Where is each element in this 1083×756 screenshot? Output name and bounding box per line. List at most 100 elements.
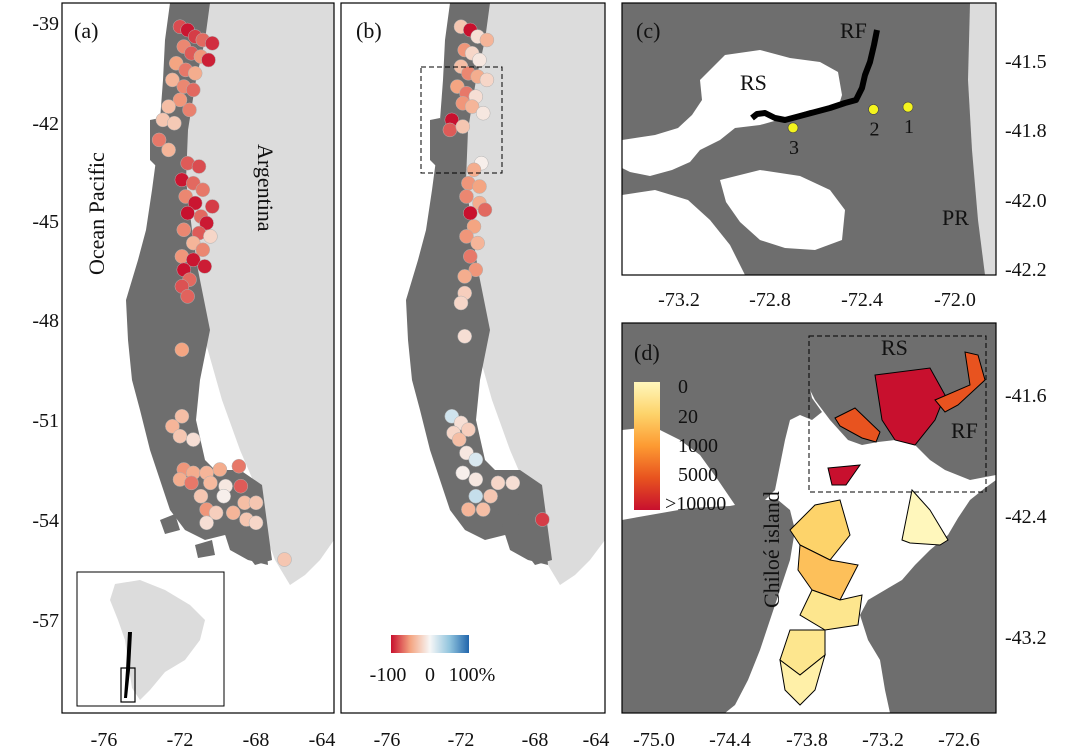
x-tick-d: -72.6 bbox=[938, 729, 980, 751]
station-marker-2 bbox=[868, 104, 879, 115]
b-site-marker bbox=[463, 205, 478, 221]
site-markers-a bbox=[151, 19, 292, 567]
chile-mainland-b bbox=[406, 3, 552, 565]
a-site-marker bbox=[212, 462, 228, 477]
mainland-west-d bbox=[622, 323, 822, 510]
axis-ticks-a: -39 -42 -45 -48 -51 -54 -57 -76 -72 -68 … bbox=[32, 13, 335, 751]
western-sea-c bbox=[622, 190, 745, 275]
panel-c: 1 2 3 (c) RF RS PR -41.5 -41.8 -42.0 -42.2… bbox=[621, 2, 1047, 311]
b-site-marker bbox=[468, 472, 484, 487]
b-site-marker bbox=[442, 122, 458, 138]
x-tick-b: -76 bbox=[374, 729, 401, 751]
x-tick-a: -76 bbox=[91, 729, 118, 751]
a-site-marker bbox=[233, 478, 249, 494]
x-tick-b: -68 bbox=[522, 729, 549, 751]
b-site-marker bbox=[468, 488, 484, 504]
panel-b: (b) -100 0 100% -76 -72 -68 -64 bbox=[340, 2, 610, 751]
argentina-land-b bbox=[450, 3, 605, 585]
a-site-marker bbox=[225, 505, 241, 521]
a-site-marker bbox=[191, 159, 207, 174]
b-site-marker bbox=[457, 329, 472, 344]
a-site-marker bbox=[186, 432, 201, 447]
b-site-marker bbox=[490, 475, 506, 491]
frame-c bbox=[621, 2, 997, 276]
chiloe-island-b bbox=[430, 118, 443, 168]
b-site-marker bbox=[453, 295, 469, 311]
a-site-marker bbox=[277, 552, 292, 567]
a-site-marker bbox=[180, 289, 195, 304]
b-site-marker bbox=[451, 432, 467, 447]
panel-label-a: (a) bbox=[74, 18, 98, 43]
polygon-middle-d bbox=[827, 464, 862, 486]
y-tick-a: -54 bbox=[32, 510, 59, 532]
b-site-marker bbox=[483, 488, 498, 504]
a-site-marker bbox=[165, 72, 180, 88]
a-site-marker bbox=[167, 115, 182, 131]
b-site-marker bbox=[505, 475, 521, 491]
b-site-marker bbox=[475, 105, 491, 121]
y-tick-a: -48 bbox=[32, 310, 59, 332]
y-tick-d: -43.2 bbox=[1005, 627, 1047, 649]
station-label-1: 1 bbox=[904, 116, 914, 138]
a-site-marker bbox=[231, 458, 247, 474]
frame-a bbox=[61, 2, 335, 714]
x-tick-c: -72.0 bbox=[934, 289, 976, 311]
river-c bbox=[750, 29, 880, 123]
x-tick-d: -73.8 bbox=[786, 729, 828, 751]
polygon-chiloe-5 bbox=[779, 653, 826, 706]
x-tick-d: -73.2 bbox=[862, 729, 904, 751]
a-site-marker bbox=[186, 252, 201, 268]
a-site-marker bbox=[172, 92, 188, 108]
area-label-rs-d: RS bbox=[881, 335, 908, 360]
axis-ticks-b: -76 -72 -68 -64 bbox=[374, 729, 610, 751]
a-site-marker bbox=[161, 99, 176, 114]
inset-locator bbox=[76, 571, 225, 707]
a-site-marker bbox=[174, 409, 190, 424]
zoom-box bbox=[420, 66, 503, 174]
b-site-marker bbox=[466, 162, 482, 178]
a-site-marker bbox=[184, 475, 199, 491]
area-label-rf-d: RF bbox=[951, 418, 978, 443]
a-site-marker bbox=[199, 515, 214, 531]
argentina-land-c bbox=[968, 3, 996, 275]
axis-ticks-d: -41.6 -42.4 -43.2 -75.0 -74.4 -73.8 -73.… bbox=[633, 385, 1047, 751]
a-site-marker bbox=[197, 259, 212, 274]
x-tick-c: -72.4 bbox=[841, 289, 883, 311]
a-site-marker bbox=[176, 222, 192, 238]
x-tick-a: -64 bbox=[309, 729, 336, 751]
y-tick-c: -41.5 bbox=[1005, 51, 1047, 73]
b-site-marker bbox=[455, 119, 471, 134]
y-tick-d: -41.6 bbox=[1005, 385, 1047, 407]
a-site-marker bbox=[216, 488, 231, 504]
b-site-marker bbox=[472, 52, 487, 68]
x-tick-c: -72.8 bbox=[749, 289, 791, 311]
zoom-box-d bbox=[808, 335, 987, 493]
a-site-marker bbox=[203, 475, 218, 491]
concentration-legend-tick: >10000 bbox=[665, 493, 726, 515]
a-site-marker bbox=[201, 52, 216, 68]
inset-highlight bbox=[120, 667, 136, 703]
panel-label-d: (d) bbox=[634, 340, 660, 365]
a-site-marker bbox=[151, 132, 167, 148]
a-site-marker bbox=[180, 205, 195, 221]
b-site-marker bbox=[466, 219, 482, 234]
y-tick-c: -42.2 bbox=[1005, 259, 1047, 281]
b-site-marker bbox=[457, 269, 472, 284]
a-site-marker bbox=[165, 419, 180, 434]
a-site-marker bbox=[161, 142, 176, 158]
change-colorbar bbox=[391, 635, 469, 653]
x-tick-a: -68 bbox=[243, 729, 270, 751]
x-tick-d: -74.4 bbox=[709, 729, 751, 751]
b-site-marker bbox=[468, 262, 484, 278]
b-site-marker bbox=[479, 72, 495, 88]
polygon-rs bbox=[874, 367, 946, 446]
concentration-colorbar bbox=[634, 382, 660, 510]
b-site-marker bbox=[535, 512, 550, 527]
a-site-marker bbox=[199, 215, 214, 231]
chiloe-island-d bbox=[622, 500, 795, 713]
b-site-marker bbox=[468, 452, 484, 467]
a-site-marker bbox=[248, 495, 264, 511]
concentration-legend-tick: 0 bbox=[678, 376, 688, 398]
country-label: Argentina bbox=[253, 144, 278, 232]
a-site-marker bbox=[205, 199, 220, 214]
